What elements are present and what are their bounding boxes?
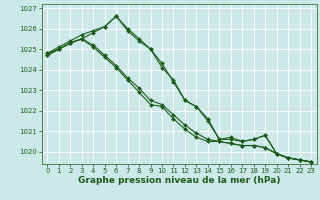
- X-axis label: Graphe pression niveau de la mer (hPa): Graphe pression niveau de la mer (hPa): [78, 176, 280, 185]
